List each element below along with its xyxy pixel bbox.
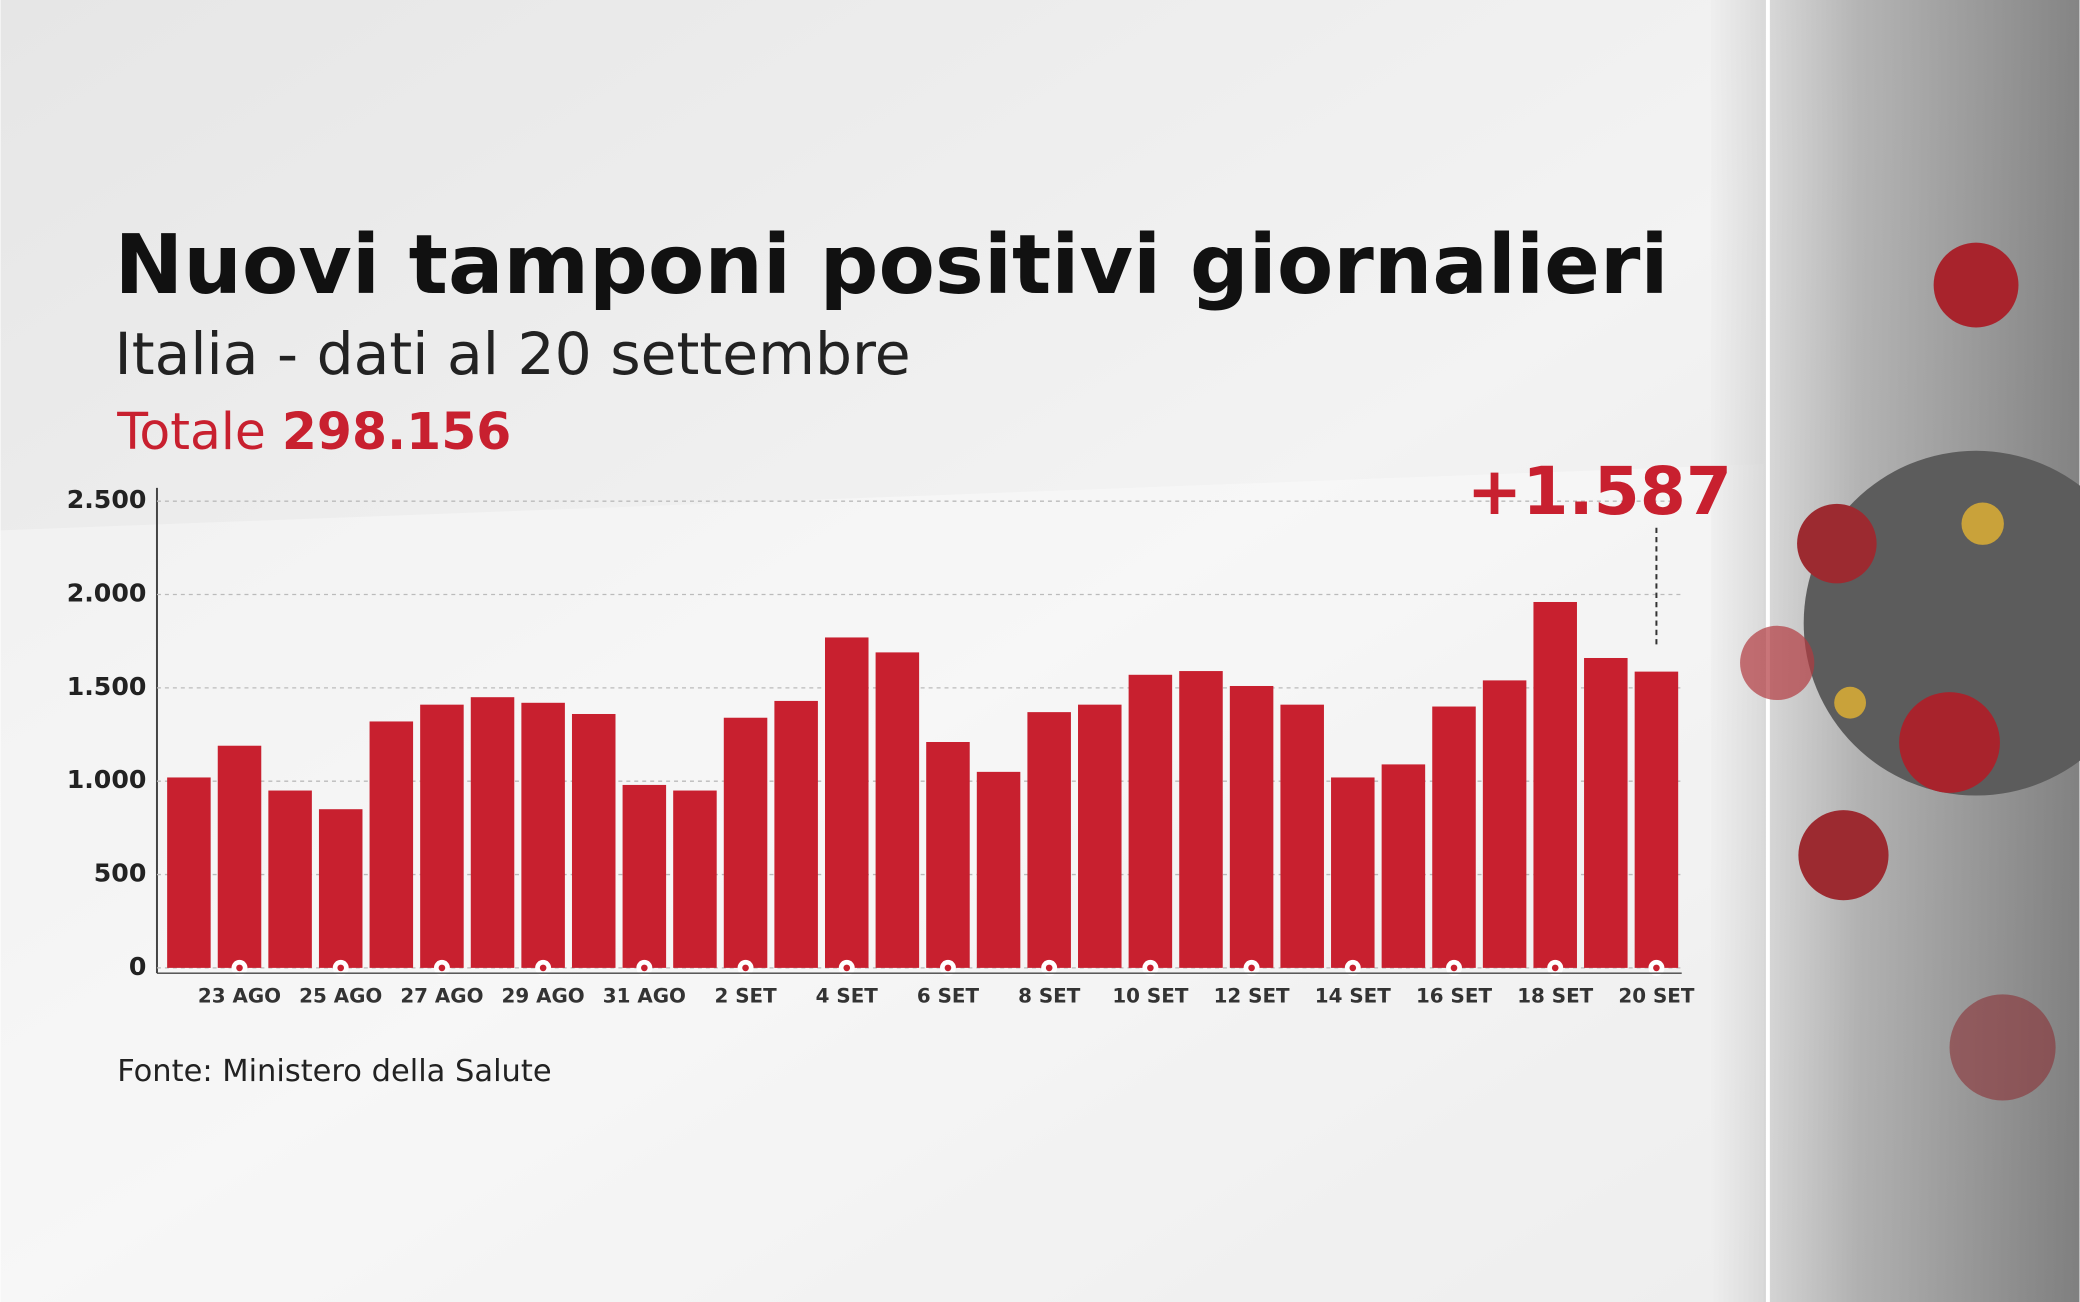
bar <box>926 741 970 968</box>
x-tick-label: 31 AGO <box>603 985 686 1008</box>
date-marker-dot <box>1248 964 1255 972</box>
y-tick-label: 1.500 <box>67 672 147 701</box>
bar <box>1381 764 1426 968</box>
bar <box>1533 601 1577 968</box>
date-marker-dot <box>944 964 952 972</box>
x-tick-label: 10 SET <box>1112 985 1188 1008</box>
virus-decoration <box>1740 242 2080 1101</box>
bar <box>470 697 515 968</box>
date-marker-dot <box>1045 964 1053 972</box>
value-label: +1.587 <box>1467 452 1732 530</box>
date-marker-dot <box>539 964 547 972</box>
date-marker-dot <box>641 964 648 972</box>
bar <box>824 637 869 968</box>
y-tick-label: 2.000 <box>67 579 147 608</box>
bar <box>1027 712 1071 968</box>
date-marker-dot <box>843 964 851 972</box>
bar <box>1229 685 1274 968</box>
x-tick-label: 18 SET <box>1517 985 1593 1008</box>
bar <box>1331 777 1375 968</box>
bar <box>167 777 211 968</box>
x-tick-label: 8 SET <box>1018 985 1081 1008</box>
bar <box>774 700 818 968</box>
x-tick-label: 4 SET <box>816 985 879 1008</box>
bar <box>1280 704 1324 968</box>
bar <box>268 790 312 968</box>
bar <box>1179 671 1223 968</box>
bar <box>1432 706 1476 968</box>
date-marker-dot <box>236 964 243 972</box>
date-marker-dot <box>1147 964 1154 972</box>
bar <box>369 721 414 968</box>
bar <box>318 809 363 968</box>
y-tick-label: 1.000 <box>67 765 147 794</box>
chart-title: Nuovi tamponi positivi giornalieri <box>115 218 1669 313</box>
x-tick-label: 2 SET <box>714 985 777 1008</box>
date-marker-dot <box>438 964 446 972</box>
total-value: 298.156 <box>282 401 511 460</box>
bar <box>1482 680 1527 968</box>
source: Fonte: Ministero della Salute <box>117 1054 551 1089</box>
y-tick-label: 0 <box>129 952 147 981</box>
bar <box>1078 704 1122 968</box>
bar <box>1584 657 1628 968</box>
bar <box>875 652 920 968</box>
total-label: Totale <box>116 401 266 460</box>
bar <box>1128 674 1173 968</box>
date-marker-dot <box>1653 964 1660 972</box>
bar <box>1634 671 1679 968</box>
x-tick-label: 16 SET <box>1416 985 1492 1008</box>
bar <box>673 790 717 968</box>
date-marker-dot <box>1450 964 1458 972</box>
bar <box>521 702 565 968</box>
date-marker-dot <box>742 964 749 972</box>
bar <box>217 745 262 968</box>
date-marker-dot <box>1551 964 1559 972</box>
bar <box>571 713 616 968</box>
x-tick-label: 29 AGO <box>502 985 585 1008</box>
x-tick-label: 6 SET <box>917 985 980 1008</box>
total: Totale 298.156 <box>116 401 511 460</box>
bar <box>723 717 768 968</box>
date-marker-dot <box>1349 964 1357 972</box>
x-tick-label: 27 AGO <box>400 985 483 1008</box>
bar <box>976 771 1021 968</box>
x-tick-label: 12 SET <box>1214 985 1290 1008</box>
x-tick-label: 20 SET <box>1618 985 1694 1008</box>
bar <box>622 784 667 968</box>
x-tick-label: 23 AGO <box>198 985 281 1008</box>
x-tick-label: 25 AGO <box>299 985 382 1008</box>
chart-subtitle: Italia - dati al 20 settembre <box>115 320 911 388</box>
date-marker-dot <box>337 964 345 972</box>
y-tick-label: 500 <box>94 859 147 888</box>
y-tick-label: 2.500 <box>67 485 147 514</box>
x-tick-label: 14 SET <box>1315 985 1391 1008</box>
bar <box>420 704 464 968</box>
